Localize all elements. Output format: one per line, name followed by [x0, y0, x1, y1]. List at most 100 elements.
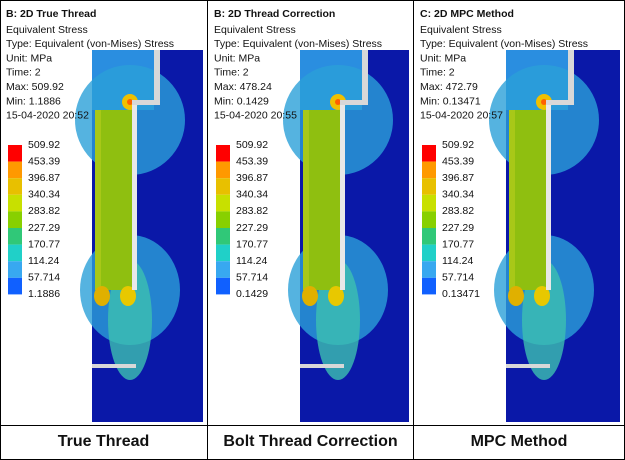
result-info: Unit: MPa — [420, 52, 466, 64]
legend-label: 453.39 — [442, 155, 474, 167]
legend-color — [422, 194, 436, 212]
legend-color — [422, 228, 436, 245]
legend-label: 227.29 — [236, 222, 268, 234]
result-info: Min: 0.1429 — [214, 95, 269, 107]
legend-label: 340.34 — [442, 189, 474, 201]
legend-color — [8, 161, 22, 179]
hot-spot — [534, 286, 550, 306]
legend-label: 114.24 — [28, 255, 59, 267]
legend-color — [422, 145, 436, 162]
legend-label: 57.714 — [236, 272, 268, 284]
legend-label: 283.82 — [442, 205, 474, 217]
legend-color — [422, 161, 436, 179]
hot-spot — [127, 99, 133, 105]
legend-color — [216, 261, 230, 278]
result-info: Equivalent Stress — [214, 24, 296, 36]
shank-edge — [303, 110, 309, 290]
result-title: B: 2D True Thread — [6, 8, 96, 20]
legend-color — [422, 178, 436, 195]
shank — [95, 110, 133, 290]
shank-edge — [509, 110, 515, 290]
legend-label: 283.82 — [28, 205, 60, 217]
legend-color — [216, 277, 230, 295]
result-info: Equivalent Stress — [420, 24, 502, 36]
bottom-gap — [506, 364, 550, 368]
result-info: Equivalent Stress — [6, 24, 88, 36]
gap — [340, 100, 368, 105]
legend-label: 114.24 — [236, 255, 267, 267]
hot-spot — [302, 286, 318, 306]
legend-label: 170.77 — [236, 238, 268, 250]
legend-label: 227.29 — [28, 222, 60, 234]
legend-color — [422, 261, 436, 278]
legend-color — [422, 244, 436, 262]
legend-label: 57.714 — [442, 272, 474, 284]
legend-color — [8, 194, 22, 212]
hot-spot — [120, 286, 136, 306]
caption: MPC Method — [471, 433, 568, 450]
legend-label: 283.82 — [236, 205, 268, 217]
result-info: Min: 1.1886 — [6, 95, 61, 107]
result-info: Type: Equivalent (von-Mises) Stress — [420, 38, 588, 50]
shank — [303, 110, 341, 290]
gap — [362, 50, 368, 105]
gap — [546, 100, 574, 105]
caption: True Thread — [58, 433, 150, 450]
legend-color — [422, 277, 436, 295]
slit — [340, 105, 345, 290]
legend-label: 170.77 — [28, 238, 60, 250]
legend-color — [8, 228, 22, 245]
panel: B: 2D True Thread Equivalent Stress Type: … — [6, 8, 203, 450]
result-info: Max: 472.79 — [420, 81, 478, 93]
hot-spot — [335, 99, 341, 105]
legend-color — [8, 178, 22, 195]
legend-label: 396.87 — [442, 172, 474, 184]
legend-label: 170.77 — [442, 238, 474, 250]
legend-label: 0.13471 — [442, 288, 480, 300]
result-title: B: 2D Thread Correction — [214, 8, 335, 20]
legend-color — [216, 211, 230, 228]
legend-label: 340.34 — [236, 189, 268, 201]
result-info: Min: 0.13471 — [420, 95, 481, 107]
legend-label: 0.1429 — [236, 288, 268, 300]
legend-color — [422, 211, 436, 228]
result-info: 15-04-2020 20:52 — [6, 110, 89, 122]
legend-color — [216, 145, 230, 162]
slit — [132, 105, 137, 290]
result-info: Time: 2 — [420, 67, 455, 79]
result-info: Max: 478.24 — [214, 81, 272, 93]
bottom-gap — [300, 364, 344, 368]
result-info: Type: Equivalent (von-Mises) Stress — [6, 38, 174, 50]
result-info: Time: 2 — [6, 67, 41, 79]
legend-color — [216, 178, 230, 195]
bottom-gap — [92, 364, 136, 368]
gap — [154, 50, 160, 105]
legend-label: 509.92 — [442, 139, 474, 151]
legend-label: 396.87 — [236, 172, 268, 184]
legend-color — [216, 244, 230, 262]
result-title: C: 2D MPC Method — [420, 8, 514, 20]
result-info: 15-04-2020 20:55 — [214, 110, 297, 122]
result-info: Type: Equivalent (von-Mises) Stress — [214, 38, 382, 50]
legend-label: 453.39 — [236, 155, 268, 167]
legend-color — [8, 244, 22, 262]
caption: Bolt Thread Correction — [223, 433, 397, 450]
legend-color — [8, 145, 22, 162]
result-info: Max: 509.92 — [6, 81, 64, 93]
legend-color — [8, 261, 22, 278]
result-info: Time: 2 — [214, 67, 249, 79]
legend-label: 57.714 — [28, 272, 60, 284]
gap — [132, 100, 160, 105]
hot-spot — [94, 286, 110, 306]
gap — [568, 50, 574, 105]
slit — [546, 105, 551, 290]
legend-color — [216, 161, 230, 179]
hot-spot — [328, 286, 344, 306]
legend-color — [8, 211, 22, 228]
legend-label: 227.29 — [442, 222, 474, 234]
legend-label: 396.87 — [28, 172, 60, 184]
legend-label: 509.92 — [28, 139, 60, 151]
shank-edge — [95, 110, 101, 290]
shank — [509, 110, 547, 290]
